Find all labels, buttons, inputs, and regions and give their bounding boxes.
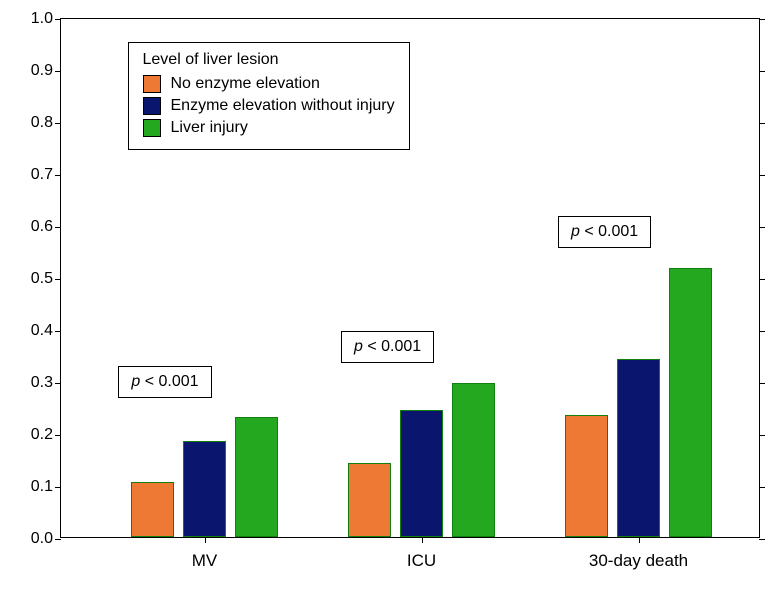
y-tick-label: 0.6 [31, 218, 61, 236]
legend-label: No enzyme elevation [171, 73, 320, 95]
legend-swatch [143, 119, 161, 137]
p-text: < 0.001 [363, 338, 421, 355]
bar-no_enzyme [348, 463, 391, 537]
y-tick-label: 0.0 [31, 530, 61, 548]
y-tick-label: 1.0 [31, 10, 61, 28]
plot-area: 0.00.10.20.30.40.50.60.70.80.91.0MVICU30… [60, 18, 760, 538]
bar-enzyme_no_injury [617, 359, 660, 537]
bar-liver_injury [452, 383, 495, 537]
y-tick-mark [759, 175, 765, 176]
y-tick-label: 0.5 [31, 270, 61, 288]
p-symbol: p [354, 338, 363, 355]
legend-item: No enzyme elevation [143, 73, 395, 95]
p-text: < 0.001 [140, 373, 198, 390]
y-tick-mark [759, 435, 765, 436]
legend-item: Enzyme elevation without injury [143, 95, 395, 117]
y-tick-mark [759, 539, 765, 540]
y-tick-mark [759, 227, 765, 228]
y-tick-mark [759, 487, 765, 488]
p-value-annotation: p < 0.001 [341, 331, 434, 363]
p-value-annotation: p < 0.001 [118, 366, 211, 398]
bar-no_enzyme [565, 415, 608, 537]
x-tick-label: 30-day death [589, 537, 688, 571]
legend-title: Level of liver lesion [143, 51, 395, 69]
legend-swatch [143, 97, 161, 115]
y-tick-label: 0.7 [31, 166, 61, 184]
bar-no_enzyme [131, 482, 174, 537]
bar-enzyme_no_injury [183, 441, 226, 537]
bar-enzyme_no_injury [400, 410, 443, 537]
y-tick-label: 0.9 [31, 62, 61, 80]
x-tick-label: MV [192, 537, 218, 571]
y-tick-mark [759, 331, 765, 332]
legend-label: Enzyme elevation without injury [171, 95, 395, 117]
y-tick-label: 0.8 [31, 114, 61, 132]
p-text: < 0.001 [580, 223, 638, 240]
bar-liver_injury [235, 417, 278, 537]
chart-container: 0.0 0.1 0.2 0.3 0.4 0.5 0.6 0.7 0.8 0.9 1.0 MV ICU 30… [0, 0, 779, 591]
y-tick-label: 0.1 [31, 478, 61, 496]
legend-item: Liver injury [143, 117, 395, 139]
y-tick-label: 0.3 [31, 374, 61, 392]
y-tick-mark [759, 279, 765, 280]
y-tick-mark [759, 71, 765, 72]
p-symbol: p [131, 373, 140, 390]
legend-swatch [143, 75, 161, 93]
x-tick-label: ICU [407, 537, 436, 571]
y-tick-mark [759, 19, 765, 20]
legend: Level of liver lesion No enzyme elevation… [128, 42, 410, 150]
p-value-annotation: p < 0.001 [558, 216, 651, 248]
legend-label: Liver injury [171, 117, 248, 139]
y-tick-mark [759, 123, 765, 124]
p-symbol: p [571, 223, 580, 240]
y-tick-label: 0.4 [31, 322, 61, 340]
y-tick-mark [759, 383, 765, 384]
y-tick-label: 0.2 [31, 426, 61, 444]
bar-liver_injury [669, 268, 712, 537]
